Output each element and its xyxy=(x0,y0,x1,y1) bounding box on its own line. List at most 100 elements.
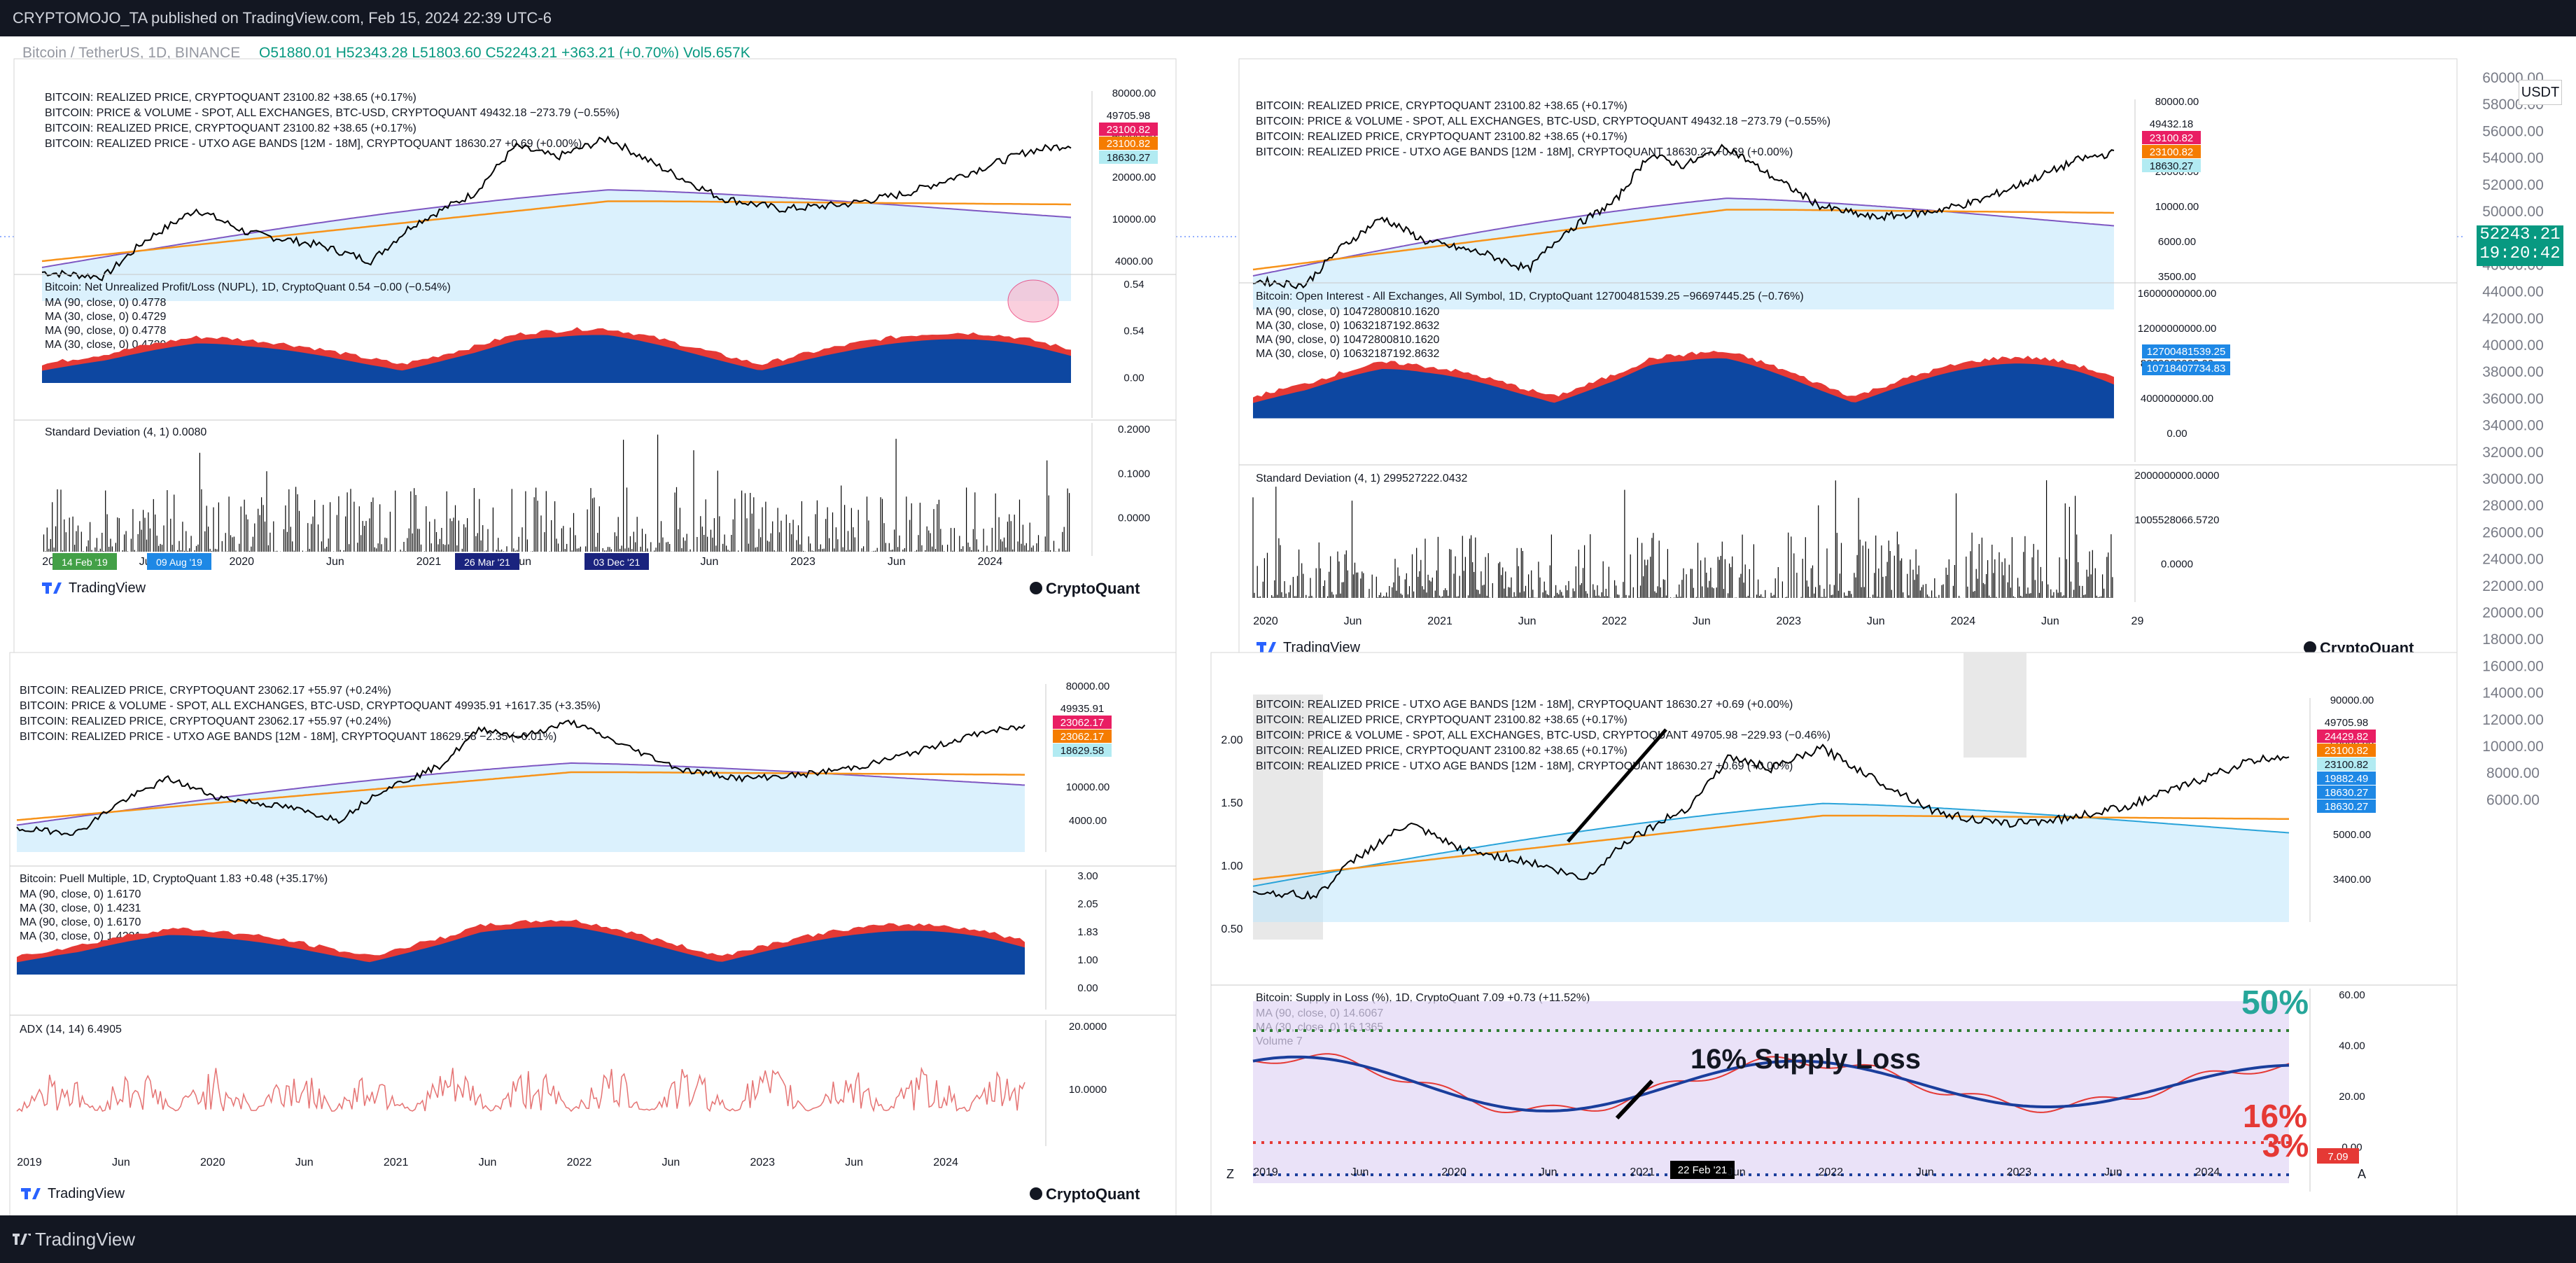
br-price-badge-text: 23100.82 xyxy=(2325,745,2369,757)
tl-price-price-tick: 80000.00 xyxy=(1112,88,1156,99)
annotation-3: 3% xyxy=(2262,1127,2309,1164)
br-x-tick: Jun xyxy=(1916,1166,1934,1178)
tl-x-tick: 2020 xyxy=(229,556,254,568)
auto-button[interactable]: A xyxy=(2358,1167,2366,1181)
bl-price-legend-line: BITCOIN: REALIZED PRICE, CRYPTOQUANT 230… xyxy=(20,716,391,727)
currency-button[interactable]: USDT xyxy=(2519,80,2562,105)
br-x-tick: 2023 xyxy=(2007,1166,2032,1178)
footer-brand: TradingView xyxy=(35,1229,136,1250)
main-y-tick: 42000.00 xyxy=(2482,311,2544,327)
br-price-badge-text: 24429.82 xyxy=(2325,731,2369,743)
br-date-tag-text: 22 Feb '21 xyxy=(1678,1164,1727,1176)
main-symbol: Bitcoin / TetherUS, 1D, BINANCE xyxy=(22,45,240,61)
bl-tv-icon xyxy=(21,1188,41,1199)
tr-oi-ma-line: MA (90, close, 0) 10472800810.1620 xyxy=(1256,306,1440,318)
tl-x-tick: 2024 xyxy=(978,556,1003,568)
br-price-badge xyxy=(2317,744,2376,757)
publish-line: CRYPTOMOJO_TA published on TradingView.c… xyxy=(13,9,552,27)
tl-price-legend-line: BITCOIN: REALIZED PRICE, CRYPTOQUANT 231… xyxy=(45,92,416,104)
br-price-badge-text: 19882.49 xyxy=(2325,773,2369,785)
tr-x-tick: Jun xyxy=(1693,615,1711,627)
tr-sd-tick: 1005528066.5720 xyxy=(2135,514,2220,526)
tl-price-badge xyxy=(1099,137,1158,150)
tr-x-tick: 2020 xyxy=(1253,615,1278,627)
z-button[interactable]: Z xyxy=(1226,1167,1234,1181)
br-price-badge xyxy=(2317,716,2376,729)
main-chart-svg: 60000.0058000.0056000.0054000.0052000.00… xyxy=(0,45,2544,1215)
tr-price-badge xyxy=(2142,159,2201,172)
tl-nupl-ma-line: MA (30, close, 0) 0.4729 xyxy=(45,311,167,323)
main-y-tick: 24000.00 xyxy=(2482,552,2544,568)
tl-price-badge-text: 49705.98 xyxy=(1107,110,1151,122)
tl-sd-legend: Standard Deviation (4, 1) 0.0080 xyxy=(45,426,206,438)
br-left-tick: 0.50 xyxy=(1221,923,1242,935)
tr-oi-tick: 0.00 xyxy=(2166,428,2187,440)
main-y-tick: 34000.00 xyxy=(2482,418,2544,434)
bl-price-price-tick: 4000.00 xyxy=(1069,815,1107,827)
br-date-tag xyxy=(1670,1161,1735,1179)
bl-puell-tick: 1.83 xyxy=(1077,926,1098,938)
tl-cq-brand: CryptoQuant xyxy=(1046,580,1140,597)
br-x-tick: 2020 xyxy=(1441,1166,1466,1178)
main-y-tick: 8000.00 xyxy=(2486,765,2540,781)
bl-price-legend-line: BITCOIN: REALIZED PRICE, CRYPTOQUANT 230… xyxy=(20,685,391,697)
bl-price-badge xyxy=(1053,716,1112,729)
bl-cq-icon xyxy=(1030,1187,1042,1200)
tl-x-tick: 2023 xyxy=(790,556,816,568)
tr-price-realized-line xyxy=(1252,209,2114,271)
tl-nupl-area xyxy=(42,335,1071,383)
tr-x-tick: 29 xyxy=(2132,615,2144,627)
tl-price-badge-text: 18630.27 xyxy=(1107,152,1151,164)
tl-nupl-legend: Bitcoin: Net Unrealized Profit/Loss (NUP… xyxy=(45,281,451,293)
bl-adx-line xyxy=(16,1066,1026,1112)
tl-price-price-tick: 10000.00 xyxy=(1112,214,1156,225)
tr-oi-area xyxy=(1253,358,2114,419)
bl-price-price-line xyxy=(16,719,1026,837)
br-supply-badge-text: 7.09 xyxy=(2328,1151,2348,1163)
tr-oi-legend: Bitcoin: Open Interest - All Exchanges, … xyxy=(1256,291,1804,302)
tr-sd-tick: 2000000000.0000 xyxy=(2135,470,2220,482)
br-supply-badge xyxy=(2317,1148,2359,1164)
br-x-tick: Jun xyxy=(1351,1166,1369,1178)
tr-price-band-fill xyxy=(1253,198,2114,309)
br-price-price-tick: 90000.00 xyxy=(2330,695,2374,706)
bl-puell-tick: 3.00 xyxy=(1077,870,1098,882)
tl-date-tag-text: 03 Dec '21 xyxy=(594,557,640,568)
tr-oi-badge-text: 12700481539.25 xyxy=(2147,346,2226,358)
tr-oi-badge xyxy=(2142,361,2230,375)
main-y-axis: 60000.0058000.0056000.0054000.0052000.00… xyxy=(2482,70,2544,808)
tr-oi-tick: 12000000000.00 xyxy=(2138,323,2217,335)
br-price-badge xyxy=(2317,772,2376,785)
tr-price-utxo-line xyxy=(1252,197,2115,277)
panel-top-left: BITCOIN: REALIZED PRICE, CRYPTOQUANT 231… xyxy=(13,58,1177,655)
tl-tv-icon xyxy=(42,582,62,594)
br-supply-tick: 60.00 xyxy=(2339,989,2365,1001)
tl-date-tag xyxy=(455,553,519,570)
tl-price-badge xyxy=(1099,123,1158,136)
br-price-badge xyxy=(2317,786,2376,799)
br-left-tick: 1.50 xyxy=(1221,797,1242,809)
tr-price-badge-text: 49432.18 xyxy=(2150,118,2194,130)
bl-x-tick: Jun xyxy=(295,1157,314,1168)
br-price-price-line xyxy=(1252,744,2290,900)
br-price-band-fill xyxy=(1253,803,2289,922)
tr-price-badge-text: 18630.27 xyxy=(2150,160,2194,172)
main-y-tick: 22000.00 xyxy=(2482,578,2544,594)
tl-cq-icon xyxy=(1030,582,1042,594)
main-y-tick: 56000.00 xyxy=(2482,123,2544,139)
bl-x-tick: Jun xyxy=(662,1157,680,1168)
bl-puell-tick: 2.05 xyxy=(1077,898,1098,910)
bl-price-badge xyxy=(1053,744,1112,757)
tr-price-badge-text: 23100.82 xyxy=(2150,146,2194,158)
tr-x-tick: 2022 xyxy=(1602,615,1627,627)
tl-price-badge xyxy=(1099,151,1158,164)
bl-price-price-tick: 80000.00 xyxy=(1066,681,1110,692)
bl-tv-brand: TradingView xyxy=(48,1186,125,1201)
chart-canvas[interactable]: 60000.00 58000.00 56000.00 54000.00 52000.00… xyxy=(0,36,2576,1215)
tl-price-legend-line: BITCOIN: PRICE & VOLUME - SPOT, ALL EXCH… xyxy=(45,107,620,119)
tl-date-tag xyxy=(147,553,211,570)
tr-oi-badge-text: 10718407734.83 xyxy=(2147,363,2226,375)
bl-x-tick: 2022 xyxy=(567,1157,592,1168)
bl-price-badge-text: 23062.17 xyxy=(1060,717,1105,729)
br-x-tick: Jun xyxy=(1728,1166,1746,1178)
